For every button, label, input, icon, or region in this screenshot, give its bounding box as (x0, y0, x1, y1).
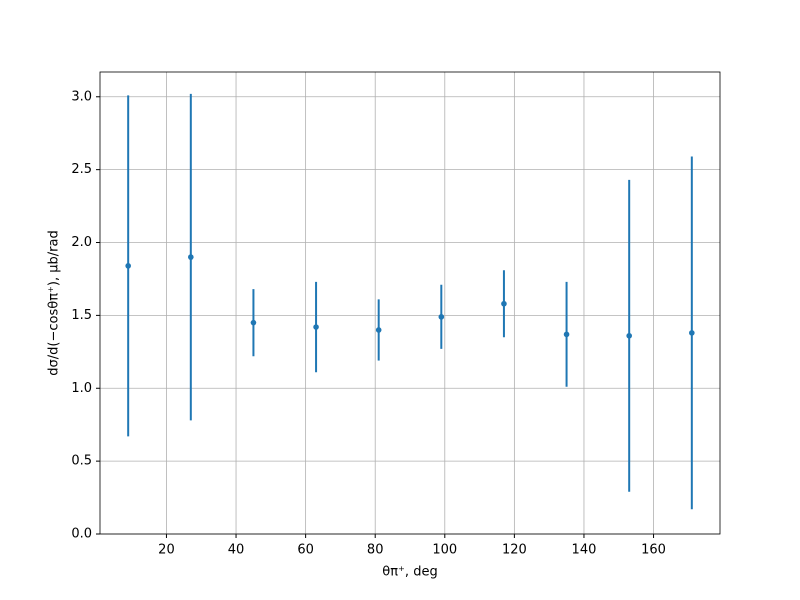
data-point (438, 314, 445, 320)
data-point (313, 324, 319, 330)
y-tick-label: 1.0 (71, 381, 92, 396)
data-point (563, 331, 570, 338)
x-tick-label: 120 (502, 543, 527, 558)
x-tick-label: 80 (367, 543, 384, 558)
data-point (250, 319, 257, 326)
data-point (375, 327, 382, 333)
x-tick-label: 140 (572, 543, 597, 558)
x-axis-label: θπ⁺, deg (382, 565, 437, 580)
y-tick-label: 2.0 (71, 235, 92, 250)
data-point (501, 300, 507, 307)
data-point (125, 263, 131, 269)
x-tick-label: 60 (297, 543, 314, 558)
x-tick-label: 160 (641, 543, 666, 558)
y-tick-label: 0.5 (71, 454, 92, 469)
data-point (188, 254, 194, 260)
data-point (626, 332, 632, 339)
data-point (689, 330, 695, 336)
x-tick-label: 100 (432, 543, 457, 558)
y-tick-label: 1.5 (71, 308, 92, 323)
plot-frame (99, 71, 721, 535)
y-tick-label: 3.0 (71, 89, 92, 104)
x-tick-label: 20 (158, 543, 175, 558)
y-tick-label: 0.0 (71, 527, 92, 542)
y-tick-label: 2.5 (71, 162, 92, 177)
x-tick-label: 40 (228, 543, 245, 558)
y-axis-label: dσ/d(−cosθπ⁺), μb/rad (47, 230, 62, 375)
